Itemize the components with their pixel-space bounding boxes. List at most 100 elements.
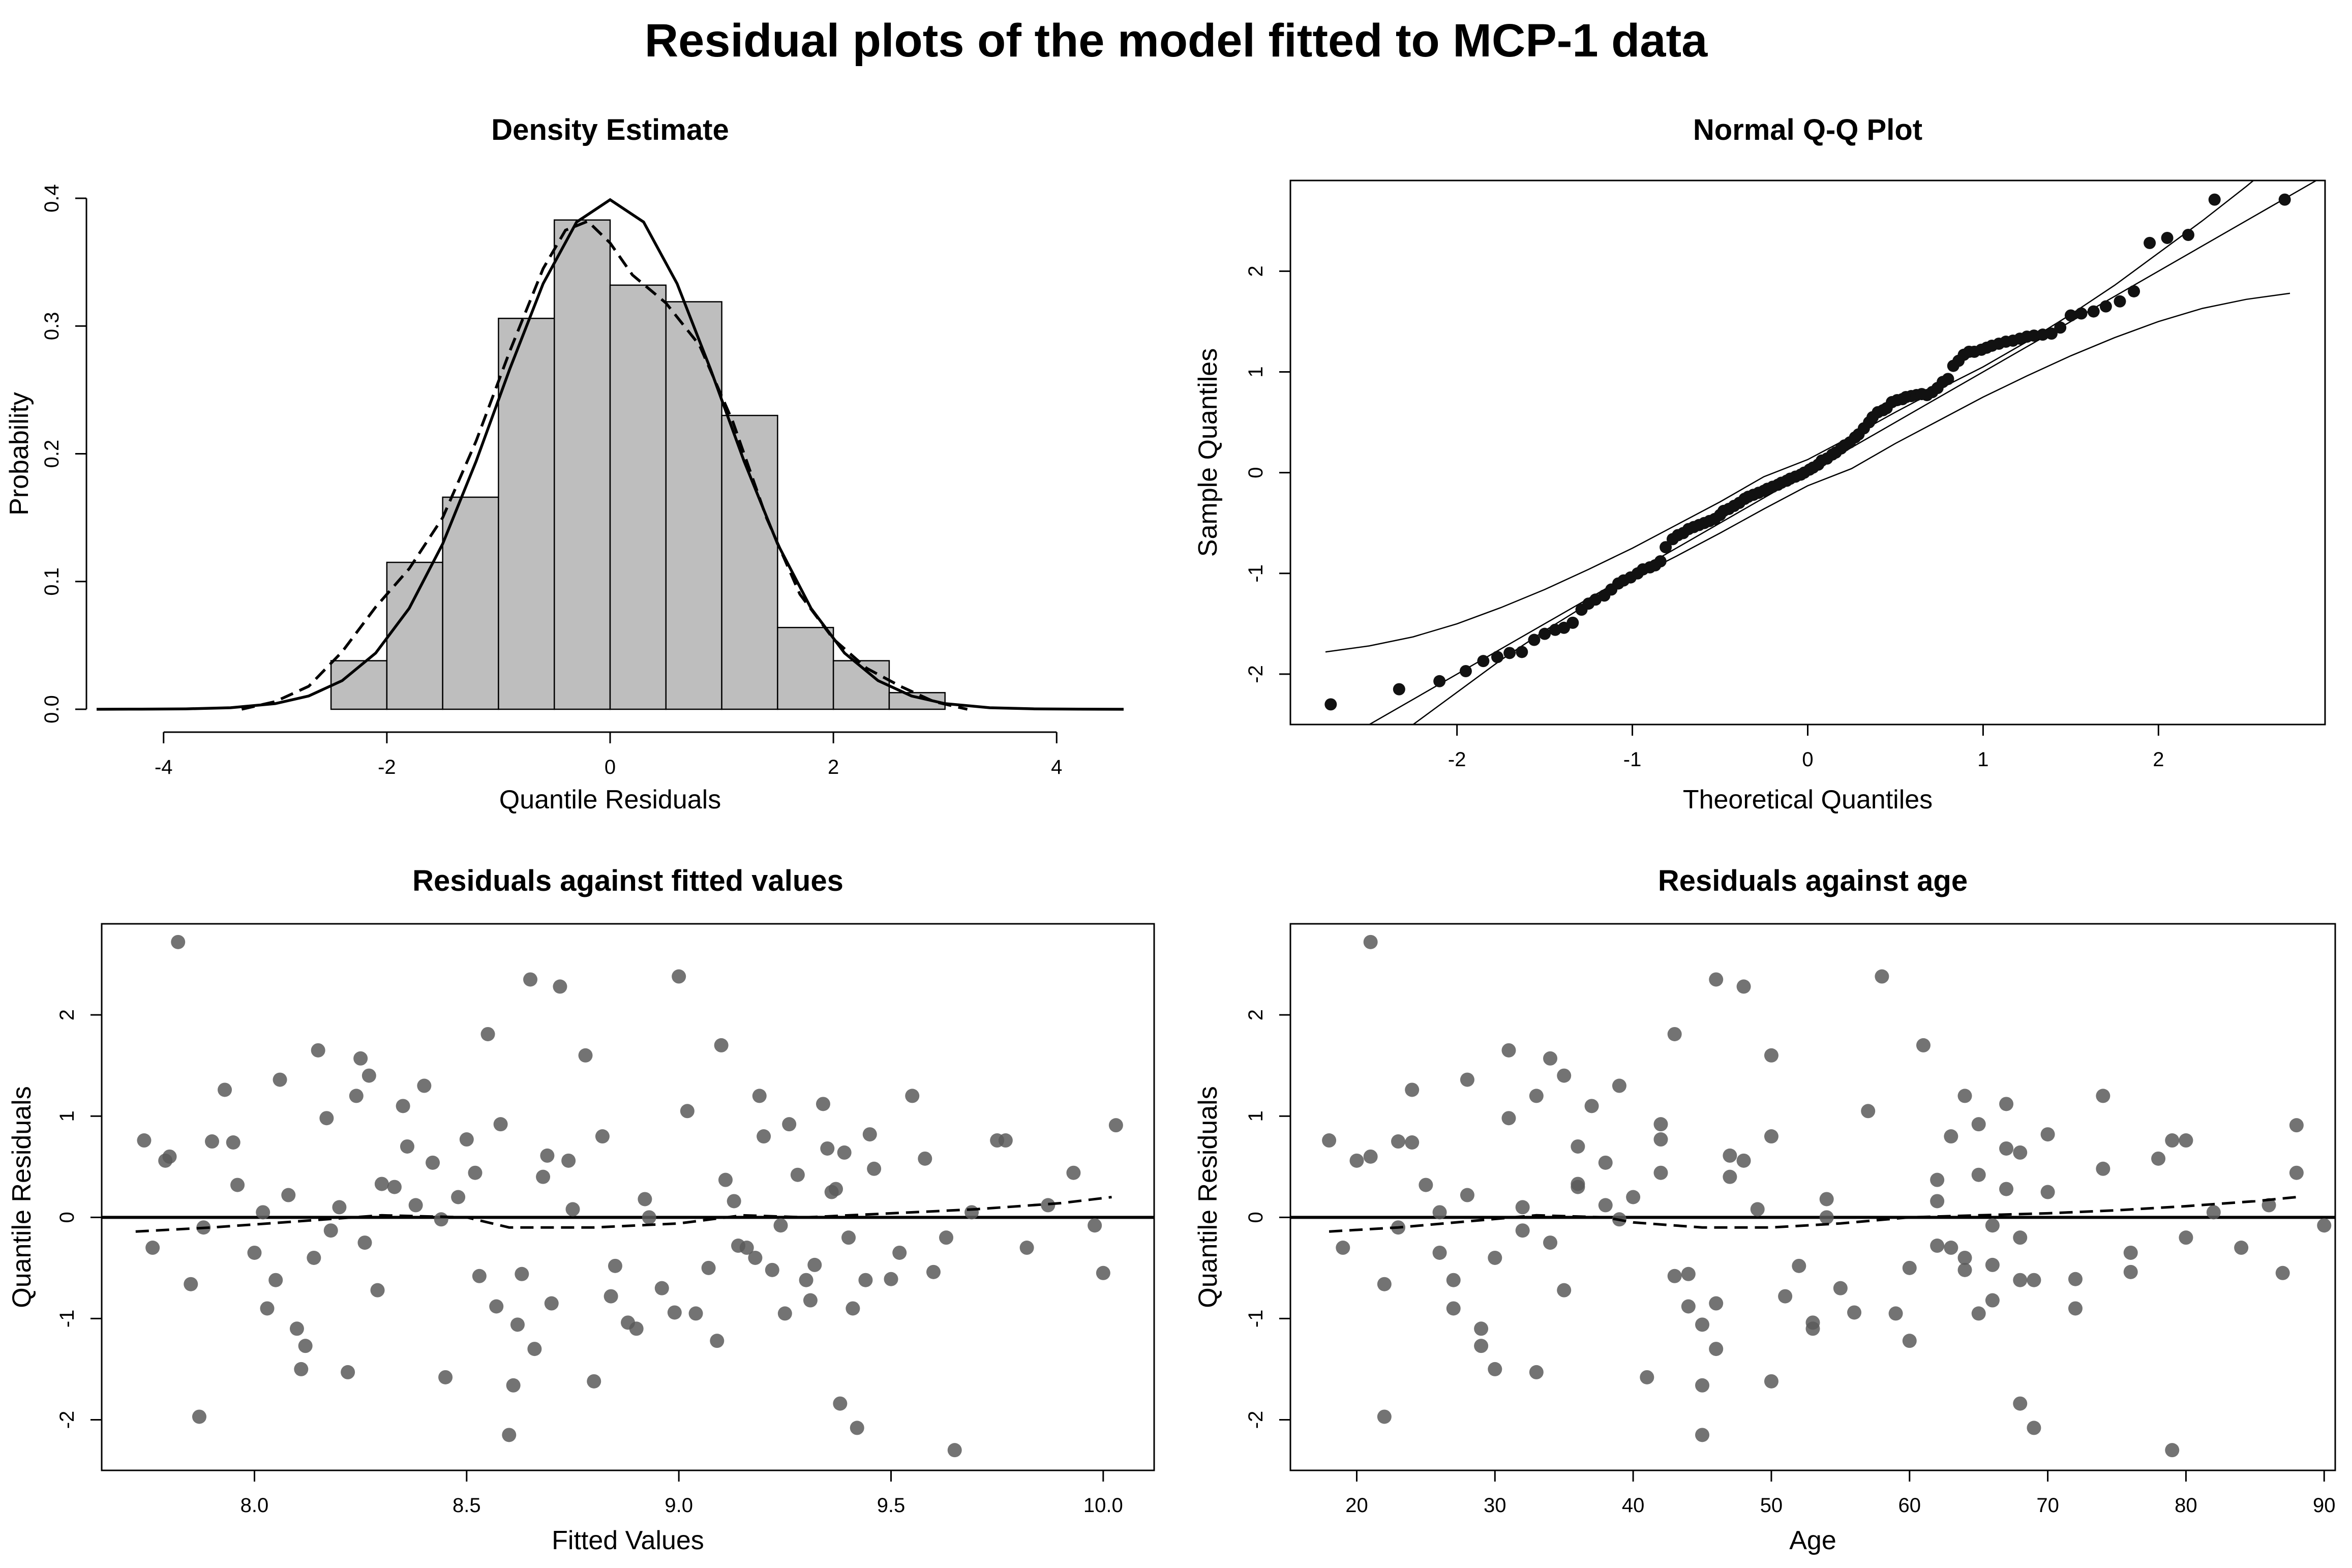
x-tick-label: 9.0 bbox=[665, 1494, 693, 1517]
data-point bbox=[2275, 1265, 2290, 1280]
page-title: Residual plots of the model fitted to MC… bbox=[644, 15, 1708, 67]
data-point bbox=[1566, 616, 1579, 629]
plot-frame bbox=[1289, 923, 2336, 1471]
y-tick-label: -1 bbox=[1245, 1310, 1267, 1328]
data-point bbox=[311, 1043, 325, 1058]
data-point bbox=[1930, 1194, 1945, 1209]
data-point bbox=[1944, 1241, 1958, 1255]
data-point bbox=[434, 1212, 448, 1227]
data-point bbox=[370, 1283, 385, 1298]
data-point bbox=[438, 1370, 453, 1384]
y-tick-label: -2 bbox=[1245, 1411, 1267, 1429]
data-point bbox=[1985, 1218, 2000, 1233]
data-point bbox=[1336, 1241, 1350, 1255]
data-point bbox=[1515, 1200, 1530, 1215]
data-point bbox=[332, 1200, 347, 1215]
y-tick-label: 2 bbox=[56, 1009, 78, 1020]
data-point bbox=[1405, 1135, 1420, 1150]
data-point bbox=[833, 1396, 848, 1411]
data-point bbox=[2179, 1133, 2193, 1148]
data-point bbox=[2182, 229, 2194, 241]
data-point bbox=[1999, 1097, 2014, 1111]
y-tick-label: 0.4 bbox=[41, 184, 63, 213]
data-point bbox=[1477, 655, 1490, 668]
data-point bbox=[1041, 1198, 1056, 1213]
data-point bbox=[561, 1153, 576, 1168]
data-point bbox=[2064, 309, 2077, 322]
data-point bbox=[294, 1362, 309, 1376]
data-point bbox=[1709, 1296, 1724, 1311]
qq-upper-envelope bbox=[1325, 180, 2255, 653]
data-point bbox=[2206, 1205, 2221, 1220]
histogram-bar bbox=[832, 660, 890, 710]
data-point bbox=[205, 1134, 220, 1149]
data-point bbox=[777, 1306, 792, 1321]
data-point bbox=[289, 1321, 304, 1336]
data-point bbox=[319, 1111, 334, 1126]
data-point bbox=[1653, 1132, 1668, 1147]
data-point bbox=[964, 1205, 979, 1220]
data-point bbox=[1571, 1139, 1585, 1154]
data-point bbox=[604, 1289, 618, 1304]
data-point bbox=[727, 1194, 741, 1209]
data-point bbox=[1902, 1334, 1917, 1348]
data-point bbox=[540, 1148, 555, 1163]
data-point bbox=[1598, 1155, 1613, 1170]
data-point bbox=[1529, 1089, 1544, 1103]
panel-title: Residuals against fitted values bbox=[412, 864, 843, 897]
plot-frame bbox=[1289, 179, 2326, 726]
data-point bbox=[1088, 1218, 1102, 1233]
data-point bbox=[1999, 1141, 2014, 1156]
data-point bbox=[905, 1089, 920, 1103]
data-point bbox=[858, 1273, 873, 1287]
data-point bbox=[1501, 1111, 1516, 1126]
data-point bbox=[230, 1178, 245, 1192]
data-point bbox=[2317, 1218, 2332, 1233]
data-point bbox=[1833, 1281, 1848, 1295]
data-point bbox=[1695, 1378, 1710, 1393]
data-point bbox=[1108, 1118, 1123, 1133]
data-point bbox=[621, 1315, 635, 1330]
data-point bbox=[1916, 1038, 1931, 1052]
kernel-density-curve bbox=[241, 219, 968, 711]
data-point bbox=[2128, 285, 2140, 297]
data-point bbox=[2165, 1133, 2180, 1148]
data-point bbox=[459, 1132, 474, 1147]
data-point bbox=[2123, 1245, 2138, 1260]
data-point bbox=[884, 1272, 898, 1286]
data-point bbox=[1709, 972, 1724, 987]
x-tick-label: -2 bbox=[1448, 748, 1466, 771]
data-point bbox=[1432, 1245, 1447, 1260]
data-point bbox=[1723, 1169, 1737, 1184]
data-point bbox=[1405, 1082, 1420, 1097]
data-point bbox=[1516, 646, 1528, 658]
x-axis-label: Fitted Values bbox=[552, 1526, 704, 1555]
data-point bbox=[192, 1409, 206, 1424]
x-tick-label: 8.5 bbox=[453, 1494, 481, 1517]
data-point bbox=[408, 1198, 423, 1213]
data-point bbox=[1322, 1133, 1337, 1148]
data-point bbox=[1419, 1178, 1433, 1192]
data-point bbox=[1957, 1250, 1972, 1265]
data-point bbox=[578, 1048, 593, 1063]
x-tick-label: 30 bbox=[1484, 1494, 1506, 1517]
normal-density-curve bbox=[96, 198, 1124, 711]
y-tick-label: 0.3 bbox=[41, 312, 63, 340]
data-point bbox=[417, 1078, 432, 1093]
data-point bbox=[137, 1133, 152, 1148]
data-point bbox=[1681, 1299, 1696, 1314]
x-tick-label: 0 bbox=[605, 756, 616, 778]
data-point bbox=[1792, 1258, 1806, 1273]
data-point bbox=[1528, 634, 1541, 646]
data-point bbox=[1778, 1289, 1793, 1304]
y-axis-label: Sample Quantiles bbox=[1193, 348, 1223, 557]
data-point bbox=[947, 1443, 962, 1458]
data-point bbox=[2278, 193, 2291, 206]
x-tick-label: 80 bbox=[2175, 1494, 2197, 1517]
data-point bbox=[680, 1104, 695, 1119]
data-point bbox=[1971, 1117, 1986, 1132]
histogram-bar bbox=[442, 496, 499, 710]
data-point bbox=[2013, 1230, 2028, 1245]
data-point bbox=[731, 1239, 746, 1253]
y-tick-label: 2 bbox=[1245, 265, 1267, 277]
